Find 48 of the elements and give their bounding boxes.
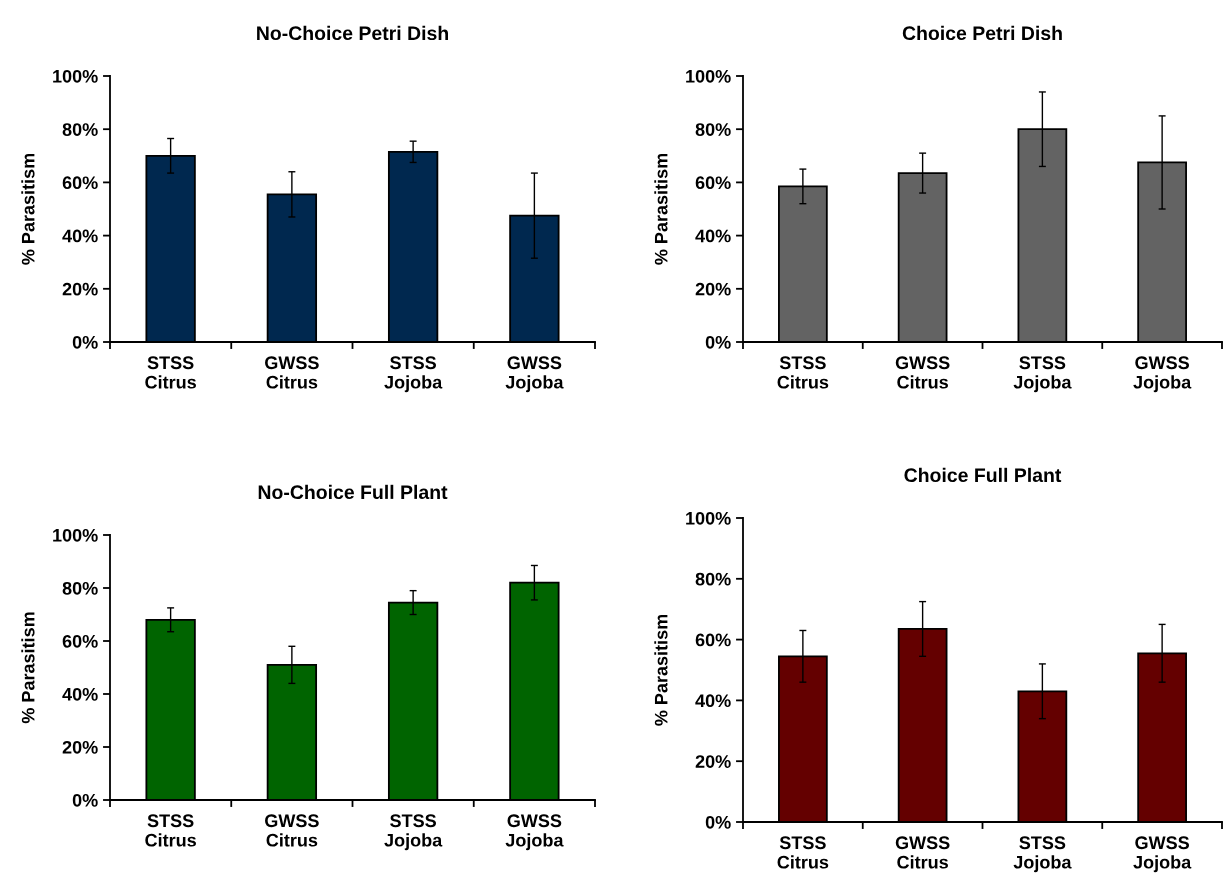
x-tick-label: GWSS Citrus — [895, 836, 950, 869]
chart-title: No-Choice Full Plant — [258, 484, 448, 500]
x-tick-label: STSS Jojoba — [384, 356, 443, 393]
y-tick-label: 80% — [695, 123, 731, 136]
y-tick-label: 0% — [72, 335, 98, 349]
x-tick-label: GWSS Jojoba — [505, 356, 564, 393]
y-tick-label: 80% — [62, 123, 98, 136]
y-tick-label: 100% — [53, 69, 98, 83]
y-tick-label: 60% — [62, 634, 98, 648]
y-tick-label: 100% — [53, 528, 98, 542]
y-tick-label: 0% — [705, 815, 731, 829]
y-tick-label: 60% — [695, 633, 731, 647]
y-tick-label: 20% — [62, 740, 98, 754]
y-tick-label: 100% — [686, 69, 731, 83]
y-tick-label: 0% — [72, 793, 98, 807]
y-axis-title: % Parasitism — [21, 153, 35, 265]
y-axis-title: % Parasitism — [654, 614, 668, 726]
y-tick-label: 40% — [62, 229, 98, 243]
y-tick-label: 20% — [695, 755, 731, 768]
y-tick-label: 20% — [62, 282, 98, 296]
x-tick-label: GWSS Citrus — [265, 356, 319, 389]
y-tick-label: 60% — [695, 176, 731, 190]
y-tick-label: 80% — [695, 572, 731, 586]
y-tick-label: 20% — [695, 282, 731, 296]
x-tick-label: GWSS Jojoba — [1133, 356, 1192, 393]
y-tick-label: 100% — [686, 511, 731, 525]
x-tick-label: STSS Citrus — [145, 356, 196, 389]
y-tick-label: 60% — [62, 176, 98, 190]
chart-title: No-Choice Petri Dish — [257, 25, 448, 41]
x-tick-label: STSS Jojoba — [1013, 356, 1072, 393]
y-tick-label: 40% — [62, 687, 98, 701]
x-tick-label: GWSS Jojoba — [1133, 836, 1192, 873]
chart-title: Choice Full Plant — [904, 467, 1062, 483]
y-axis-title: % Parasitism — [21, 612, 35, 724]
y-tick-label: 40% — [695, 229, 731, 243]
x-tick-label: STSS Citrus — [777, 836, 829, 869]
x-tick-label: GWSS Jojoba — [505, 814, 564, 851]
y-tick-label: 40% — [695, 694, 731, 708]
y-axis-title: % Parasitism — [654, 153, 668, 265]
x-tick-label: STSS Citrus — [777, 356, 829, 389]
x-tick-label: STSS Jojoba — [384, 814, 443, 851]
x-tick-label: STSS Jojoba — [1013, 836, 1072, 873]
y-tick-label: 80% — [62, 581, 98, 595]
x-tick-label: STSS Citrus — [145, 814, 196, 847]
x-tick-label: GWSS Citrus — [265, 814, 319, 847]
chart-title: Choice Petri Dish — [902, 25, 1062, 41]
x-tick-label: GWSS Citrus — [895, 356, 950, 389]
y-tick-label: 0% — [705, 335, 731, 349]
